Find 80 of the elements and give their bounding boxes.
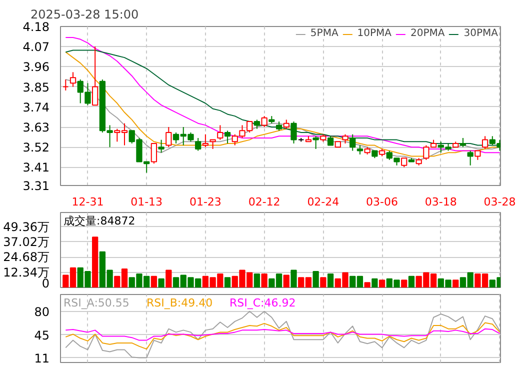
bar — [290, 270, 297, 288]
bar — [312, 271, 319, 288]
candlestick — [342, 134, 348, 144]
x-tick-label: 01-23 — [189, 196, 222, 208]
candlestick — [290, 121, 297, 144]
x-tick-label: 02-12 — [248, 196, 280, 208]
legend-label: 10PMA — [357, 28, 392, 39]
candlestick — [350, 134, 356, 152]
y-tick-label: 3.85 — [22, 80, 50, 94]
candlestick — [474, 150, 481, 160]
candlestick — [254, 119, 260, 130]
candlestick — [401, 158, 408, 168]
y-tick-label: 3.41 — [22, 160, 50, 175]
x-tick-label: 03-18 — [424, 196, 457, 208]
bar — [283, 274, 290, 288]
candlestick — [62, 79, 69, 91]
candlestick — [70, 72, 76, 88]
x-tick-label: 02-24 — [307, 196, 340, 208]
bar — [408, 276, 415, 288]
candlestick — [150, 142, 158, 164]
candlestick — [312, 136, 319, 150]
y-tick-label: 49.36万 — [3, 220, 50, 234]
text: RSI_B:49.40 — [146, 296, 213, 310]
bar — [224, 277, 231, 288]
bar — [364, 282, 370, 288]
bar — [150, 276, 158, 288]
y-tick-label: 4.07 — [22, 40, 50, 54]
bar — [452, 280, 459, 288]
text: RSI_C:46.92 — [230, 296, 296, 310]
x-tick-label: 01-13 — [130, 196, 163, 208]
candlestick — [158, 139, 164, 154]
x-tick-label: 03-28 — [484, 196, 516, 208]
y-tick-label: 24.68万 — [3, 250, 50, 264]
candlestick — [467, 150, 474, 166]
candlestick — [276, 121, 282, 132]
candlestick — [283, 119, 290, 130]
y-tick-label: 80 — [34, 304, 50, 319]
y-tick-label: 3.63 — [22, 120, 50, 135]
y-tick-label: 37.02万 — [3, 234, 50, 249]
y-tick-label: 3.96 — [22, 60, 50, 74]
candlestick — [460, 137, 466, 148]
text: RSI_A:50.55 — [64, 296, 130, 310]
y-tick-label: 45 — [34, 328, 50, 342]
candlestick — [92, 46, 98, 106]
annotation: 成交量:84872 — [64, 214, 136, 228]
y-tick-label: 4.18 — [22, 20, 50, 34]
candlestick — [217, 124, 224, 140]
x-tick-label: 03-06 — [366, 196, 398, 208]
y-tick-label: 11 — [34, 351, 50, 365]
bar — [261, 273, 268, 288]
bar — [372, 278, 378, 288]
bar — [401, 280, 408, 288]
y-tick-label: 3.74 — [22, 100, 50, 114]
bar — [378, 280, 386, 288]
candlestick — [327, 136, 334, 146]
bar — [327, 273, 334, 288]
candlestick — [195, 137, 202, 152]
legend-label: 30PMA — [464, 28, 498, 39]
chart-title: 2025-03-28 15:00 — [30, 8, 139, 22]
candlestick — [261, 116, 268, 128]
bar — [158, 278, 164, 288]
bar — [254, 273, 260, 288]
candlestick — [224, 130, 231, 144]
line-series — [65, 328, 500, 341]
y-tick-label: 3.31 — [22, 179, 50, 193]
bar — [166, 270, 172, 288]
bar — [92, 236, 98, 288]
candlestick — [356, 144, 364, 155]
line-series — [65, 322, 500, 350]
legend-label: 5PMA — [310, 28, 338, 39]
candlestick — [202, 134, 209, 148]
line-series — [65, 310, 500, 358]
bar — [320, 277, 326, 288]
y-tick-label: 3.52 — [22, 140, 50, 155]
y-tick-label: 12.34万 — [3, 265, 50, 280]
candlestick — [210, 139, 216, 150]
candlestick — [166, 126, 172, 148]
candlestick — [482, 136, 488, 150]
legend-label: 20PMA — [410, 28, 445, 39]
x-tick-label: 12-31 — [72, 196, 104, 208]
